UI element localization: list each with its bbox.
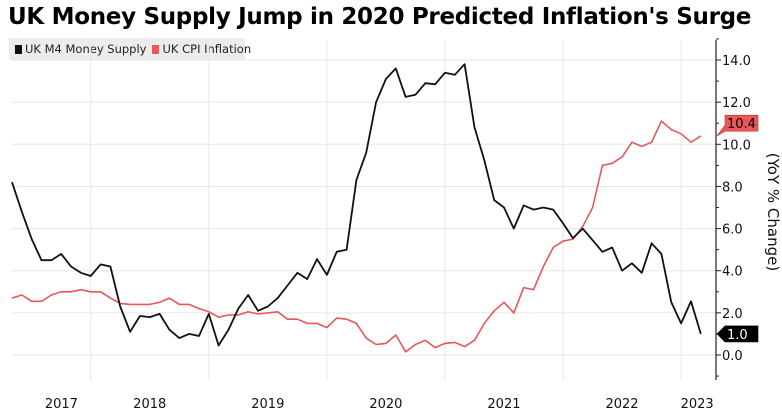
x-tick-label: 2020 xyxy=(369,397,402,412)
x-axis: 2017 2018 2019 2020 2021 2022 2023 xyxy=(45,397,714,412)
cpi-last-value-tag: 10.4 xyxy=(716,114,759,137)
y-tick-label: 8.0 xyxy=(722,180,743,195)
m4-last-value-tag: 1.0 xyxy=(716,325,759,343)
y-tick-label: 0.0 xyxy=(722,349,743,364)
grid xyxy=(12,40,716,380)
legend-swatch-m4 xyxy=(15,44,22,54)
legend-item-m4: UK M4 Money Supply xyxy=(15,42,146,56)
y-tick-label: 12.0 xyxy=(722,96,751,111)
legend-item-cpi: UK CPI Inflation xyxy=(152,42,251,56)
last-value-tags: 10.4 1.0 xyxy=(716,114,759,343)
legend: UK M4 Money Supply UK CPI Inflation xyxy=(9,38,251,60)
x-tick-label: 2021 xyxy=(487,397,520,412)
chart-title: UK Money Supply Jump in 2020 Predicted I… xyxy=(8,4,752,30)
y-tick-label: 14.0 xyxy=(722,54,751,69)
cpi-inflation-line xyxy=(11,120,702,353)
y-axis-label: (YoY % Change) xyxy=(764,153,782,271)
legend-label-cpi: UK CPI Inflation xyxy=(162,42,252,56)
tag-background xyxy=(716,114,759,137)
series-lines xyxy=(11,63,702,353)
x-tick-label: 2018 xyxy=(133,397,166,412)
tag-label: 1.0 xyxy=(727,328,748,343)
x-tick-label: 2022 xyxy=(605,397,638,412)
y-tick-label: 4.0 xyxy=(722,265,743,280)
y-tick-label: 6.0 xyxy=(722,223,743,238)
m4-money-supply-line xyxy=(11,63,702,347)
legend-swatch-cpi xyxy=(152,44,160,54)
y-axis: 0.0 2.0 4.0 6.0 8.0 10.0 12.0 14.0 xyxy=(715,38,751,380)
x-tick-label: 2017 xyxy=(45,397,78,412)
x-tick-label: 2019 xyxy=(251,397,284,412)
y-tick-label: 10.0 xyxy=(722,138,751,153)
tag-background xyxy=(716,325,759,343)
legend-label-m4: UK M4 Money Supply xyxy=(25,42,147,56)
tag-label: 10.4 xyxy=(727,117,756,132)
x-tick-label: 2023 xyxy=(681,397,714,412)
y-tick-label: 2.0 xyxy=(722,307,743,322)
